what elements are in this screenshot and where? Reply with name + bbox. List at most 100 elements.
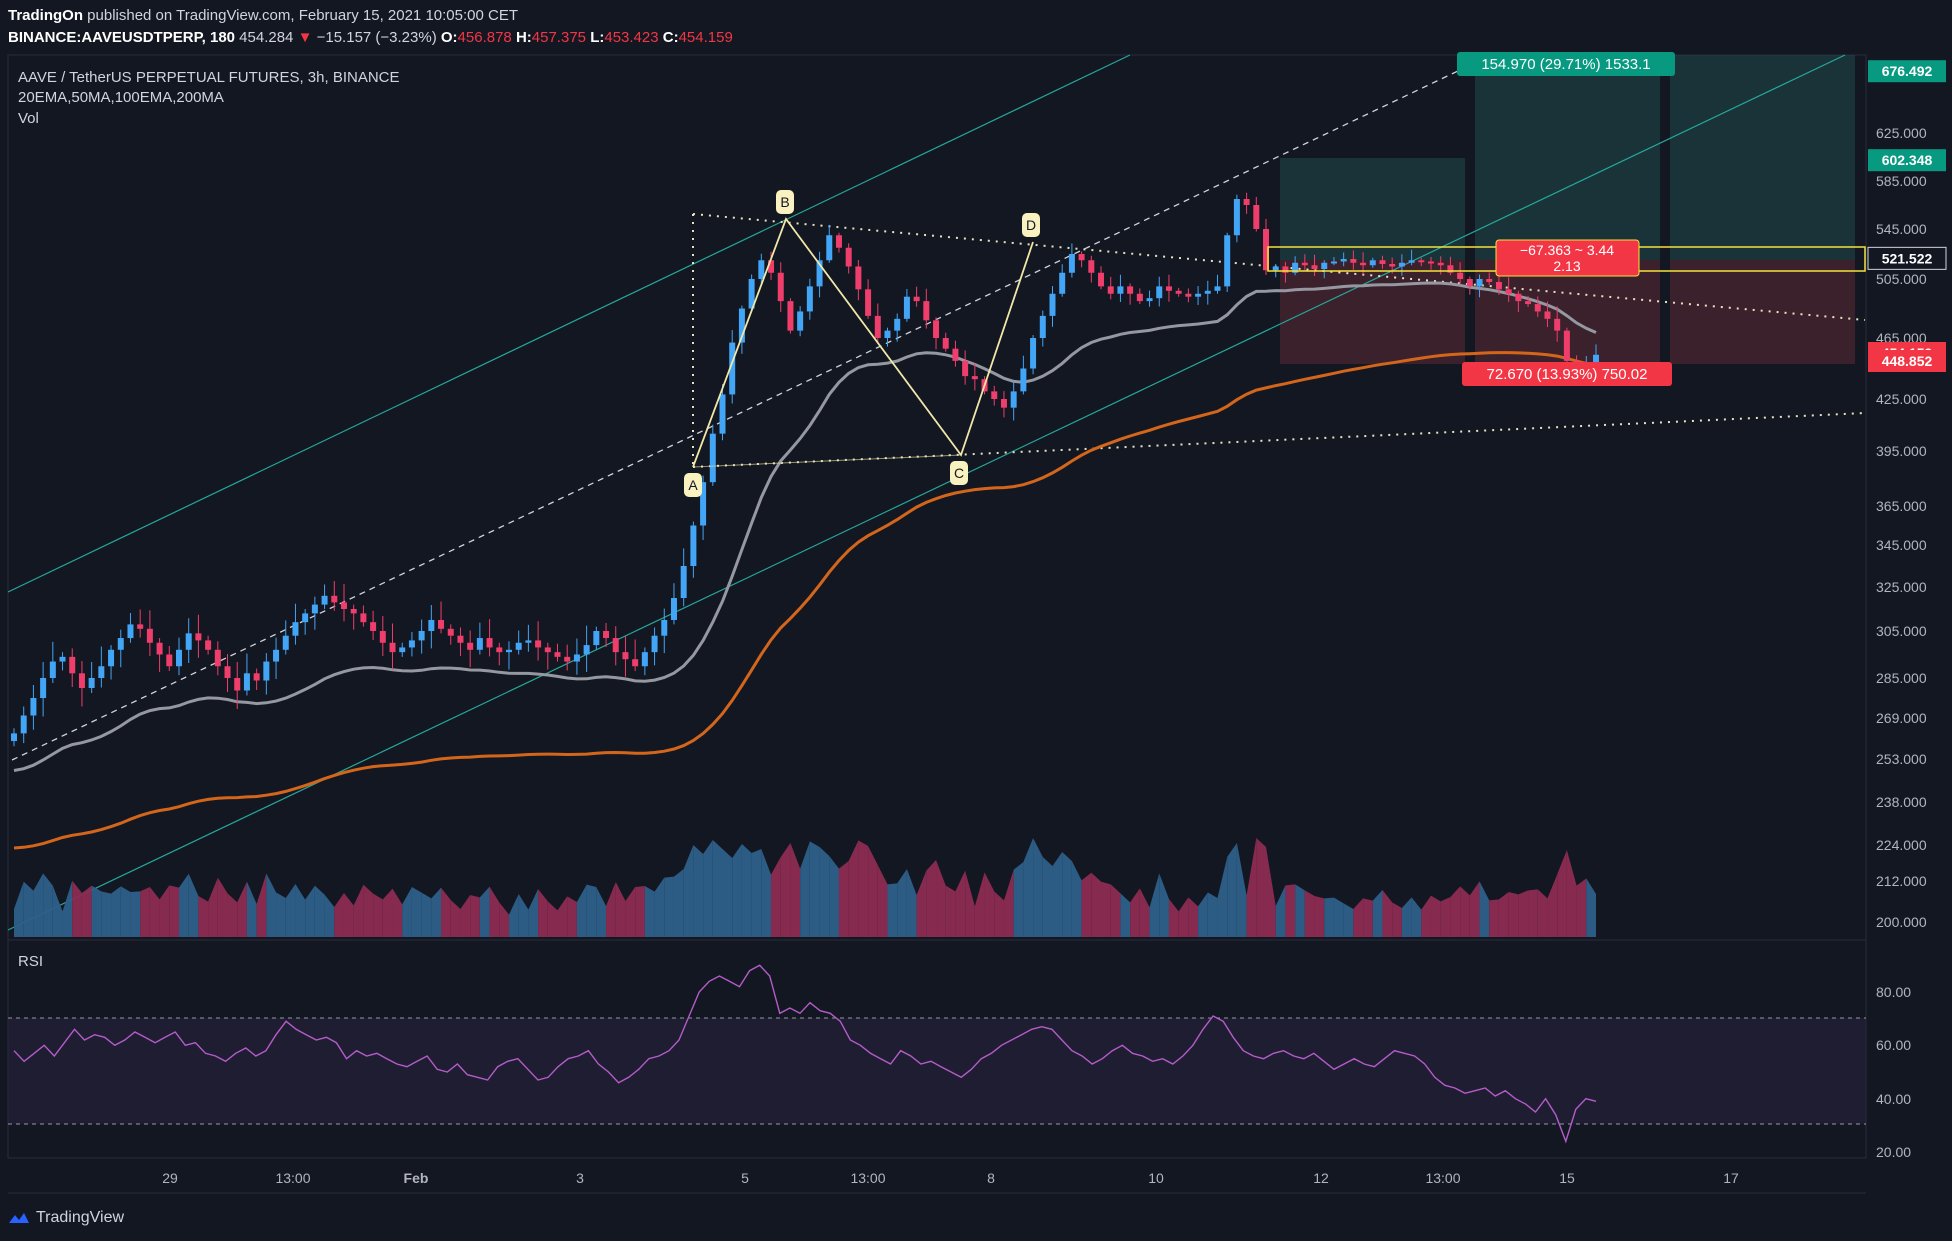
candle-body[interactable] <box>835 235 842 248</box>
candle-body[interactable] <box>923 301 930 321</box>
candle-body[interactable] <box>884 330 891 338</box>
candle-body[interactable] <box>166 654 173 667</box>
candle-body[interactable] <box>302 613 309 623</box>
candle-body[interactable] <box>1544 311 1551 319</box>
candle-body[interactable] <box>88 678 95 688</box>
price-axis[interactable]: 625.000585.000545.000505.000465.000425.0… <box>1876 125 1927 930</box>
candle-body[interactable] <box>98 666 105 678</box>
candle-body[interactable] <box>175 649 182 667</box>
candle-body[interactable] <box>651 635 658 653</box>
candle-body[interactable] <box>1321 262 1328 269</box>
candle-body[interactable] <box>1156 286 1163 299</box>
candle-body[interactable] <box>1466 279 1473 287</box>
candle-body[interactable] <box>1020 368 1027 392</box>
legend-volume[interactable]: Vol <box>18 110 39 127</box>
candle-body[interactable] <box>1195 293 1202 297</box>
candle-body[interactable] <box>942 338 949 349</box>
ema-100-line[interactable] <box>13 351 1597 850</box>
ema-50-line[interactable] <box>13 281 1597 772</box>
candle-body[interactable] <box>146 628 153 643</box>
candle-body[interactable] <box>787 301 794 331</box>
candle-body[interactable] <box>641 652 648 667</box>
candle-body[interactable] <box>1165 286 1172 291</box>
candle-body[interactable] <box>496 647 503 653</box>
candle-body[interactable] <box>1369 260 1376 266</box>
time-axis[interactable]: 29 13:00 Feb 3 5 13:00 8 10 12 13:00 15 17 <box>162 1170 1739 1186</box>
candle-body[interactable] <box>331 595 338 603</box>
candle-body[interactable] <box>389 642 396 653</box>
candle-body[interactable] <box>1525 301 1532 305</box>
abcd-pattern-line[interactable] <box>692 217 1034 468</box>
candle-body[interactable] <box>593 631 600 646</box>
candle-body[interactable] <box>195 633 202 641</box>
candle-body[interactable] <box>719 394 726 434</box>
candle-body[interactable] <box>603 631 610 639</box>
candle-body[interactable] <box>505 649 512 653</box>
pattern-point-c[interactable]: C <box>950 461 968 485</box>
candle-body[interactable] <box>360 613 367 623</box>
channel-lower-line[interactable] <box>7 54 1846 931</box>
candle-body[interactable] <box>340 602 347 609</box>
candle-body[interactable] <box>1068 254 1075 273</box>
candle-body[interactable] <box>49 661 56 678</box>
candle-body[interactable] <box>292 622 299 636</box>
long-target-label[interactable]: 154.970 (29.71%) 1533.1 <box>1457 52 1675 76</box>
candle-body[interactable] <box>680 566 687 598</box>
candle-body[interactable] <box>1330 261 1337 264</box>
candle-body[interactable] <box>729 342 736 395</box>
candle-body[interactable] <box>758 260 765 279</box>
candle-body[interactable] <box>1408 260 1415 263</box>
position-profit-zone-1[interactable] <box>1280 158 1465 260</box>
candle-body[interactable] <box>263 661 270 681</box>
candle-body[interactable] <box>253 673 260 681</box>
publisher-name[interactable]: TradingOn <box>8 7 83 24</box>
candle-body[interactable] <box>1224 235 1231 287</box>
candle-body[interactable] <box>797 311 804 331</box>
candle-body[interactable] <box>748 279 755 309</box>
candle-body[interactable] <box>845 247 852 267</box>
candle-body[interactable] <box>661 620 668 636</box>
candle-body[interactable] <box>1292 262 1299 273</box>
candle-body[interactable] <box>1418 260 1425 263</box>
candle-body[interactable] <box>243 673 250 691</box>
candle-body[interactable] <box>1457 272 1464 279</box>
candle-body[interactable] <box>1253 205 1260 229</box>
candle-body[interactable] <box>185 633 192 650</box>
tradingview-brand[interactable]: TradingView <box>8 1209 124 1227</box>
candle-body[interactable] <box>30 698 37 716</box>
candle-body[interactable] <box>991 391 998 399</box>
candle-body[interactable] <box>554 652 561 657</box>
candle-body[interactable] <box>1088 260 1095 273</box>
candle-body[interactable] <box>1505 289 1512 294</box>
candle-body[interactable] <box>282 635 289 650</box>
candle-body[interactable] <box>1379 260 1386 264</box>
candle-body[interactable] <box>1447 265 1454 273</box>
candle-body[interactable] <box>214 649 221 667</box>
candle-body[interactable] <box>457 635 464 643</box>
candle-body[interactable] <box>855 266 862 290</box>
candle-body[interactable] <box>952 348 959 361</box>
candle-body[interactable] <box>1175 290 1182 294</box>
candle-body[interactable] <box>1098 272 1105 287</box>
channel-upper-line[interactable] <box>7 54 1131 593</box>
candle-body[interactable] <box>709 433 716 483</box>
candle-body[interactable] <box>467 642 474 650</box>
candle-body[interactable] <box>933 320 940 338</box>
candle-body[interactable] <box>273 649 280 662</box>
candle-body[interactable] <box>1263 229 1270 271</box>
candle-body[interactable] <box>806 286 813 312</box>
rsi-line[interactable] <box>13 964 1597 1144</box>
candle-body[interactable] <box>1272 266 1279 271</box>
candle-body[interactable] <box>700 482 707 526</box>
candle-body[interactable] <box>1554 318 1561 331</box>
candle-body[interactable] <box>816 260 823 287</box>
candle-body[interactable] <box>1010 391 1017 408</box>
candle-series[interactable] <box>11 192 1599 747</box>
candle-body[interactable] <box>1593 354 1599 364</box>
candle-body[interactable] <box>486 638 493 648</box>
candle-body[interactable] <box>1282 266 1289 273</box>
candle-body[interactable] <box>903 296 910 319</box>
candle-body[interactable] <box>1311 265 1318 269</box>
candle-body[interactable] <box>1030 338 1037 369</box>
candle-body[interactable] <box>1204 290 1211 294</box>
